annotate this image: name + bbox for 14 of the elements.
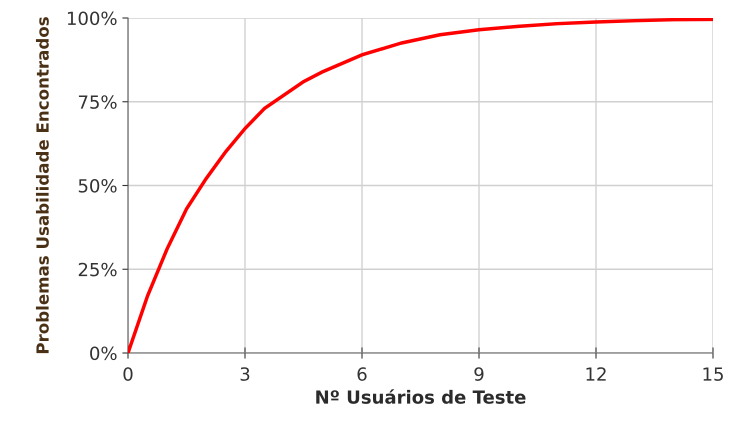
x-tick-label: 9 [474, 367, 484, 381]
y-tick-label: 50% [78, 178, 117, 193]
x-tick-label: 6 [358, 367, 367, 381]
x-tick-label: 15 [703, 367, 723, 381]
line-series [128, 18, 713, 353]
x-tick-label: 3 [240, 367, 250, 381]
x-tick-label: 0 [123, 367, 133, 381]
x-tick-label: 12 [586, 367, 606, 381]
y-axis-title: Problemas Usabilidade Encontrados [36, 17, 49, 354]
y-tick-label: 0% [90, 346, 117, 360]
y-tick-label: 100% [68, 11, 117, 26]
x-axis-title: Nº Usuários de Teste [316, 389, 526, 404]
y-tick-label: 75% [78, 95, 117, 109]
y-tick-label: 25% [78, 262, 117, 276]
